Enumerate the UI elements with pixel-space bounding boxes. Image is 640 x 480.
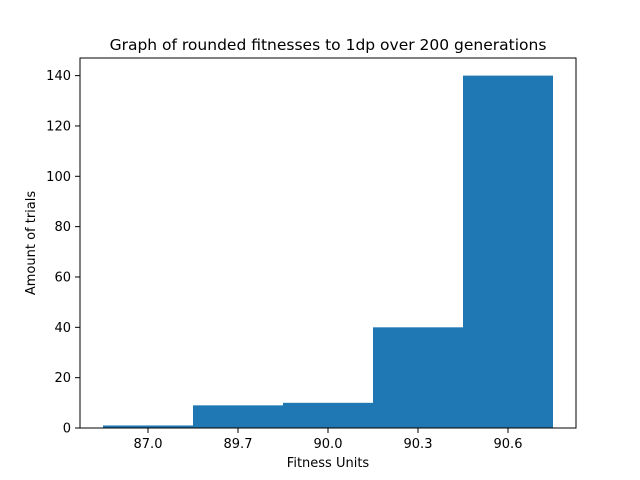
x-tick-label: 89.7 [224, 437, 253, 452]
y-tick-label: 80 [54, 220, 71, 235]
x-tick-label: 90.3 [404, 437, 433, 452]
y-tick-label: 140 [46, 69, 71, 84]
bar-0 [103, 425, 193, 428]
y-tick-label: 60 [54, 270, 71, 285]
bar-2 [283, 402, 373, 428]
bar-1 [193, 405, 283, 428]
y-axis-ticks: 0 20 40 60 80 100 120 140 [46, 69, 80, 437]
chart-title: Graph of rounded fitnesses to 1dp over 2… [110, 36, 547, 54]
x-tick-label: 90.0 [314, 437, 343, 452]
x-tick-label: 87.0 [134, 437, 163, 452]
bar-4 [463, 75, 553, 428]
y-tick-label: 20 [54, 371, 71, 386]
y-tick-label: 40 [54, 321, 71, 336]
y-tick-label: 0 [63, 422, 71, 437]
y-tick-label: 100 [46, 170, 71, 185]
bars [103, 75, 553, 428]
x-tick-label: 90.6 [494, 437, 523, 452]
x-axis-ticks: 87.0 89.7 90.0 90.3 90.6 [134, 428, 523, 452]
bar-3 [373, 327, 463, 428]
x-axis-label: Fitness Units [287, 456, 370, 471]
y-tick-label: 120 [46, 119, 71, 134]
plot-frame [79, 57, 577, 429]
y-axis-label: Amount of trials [24, 191, 39, 296]
